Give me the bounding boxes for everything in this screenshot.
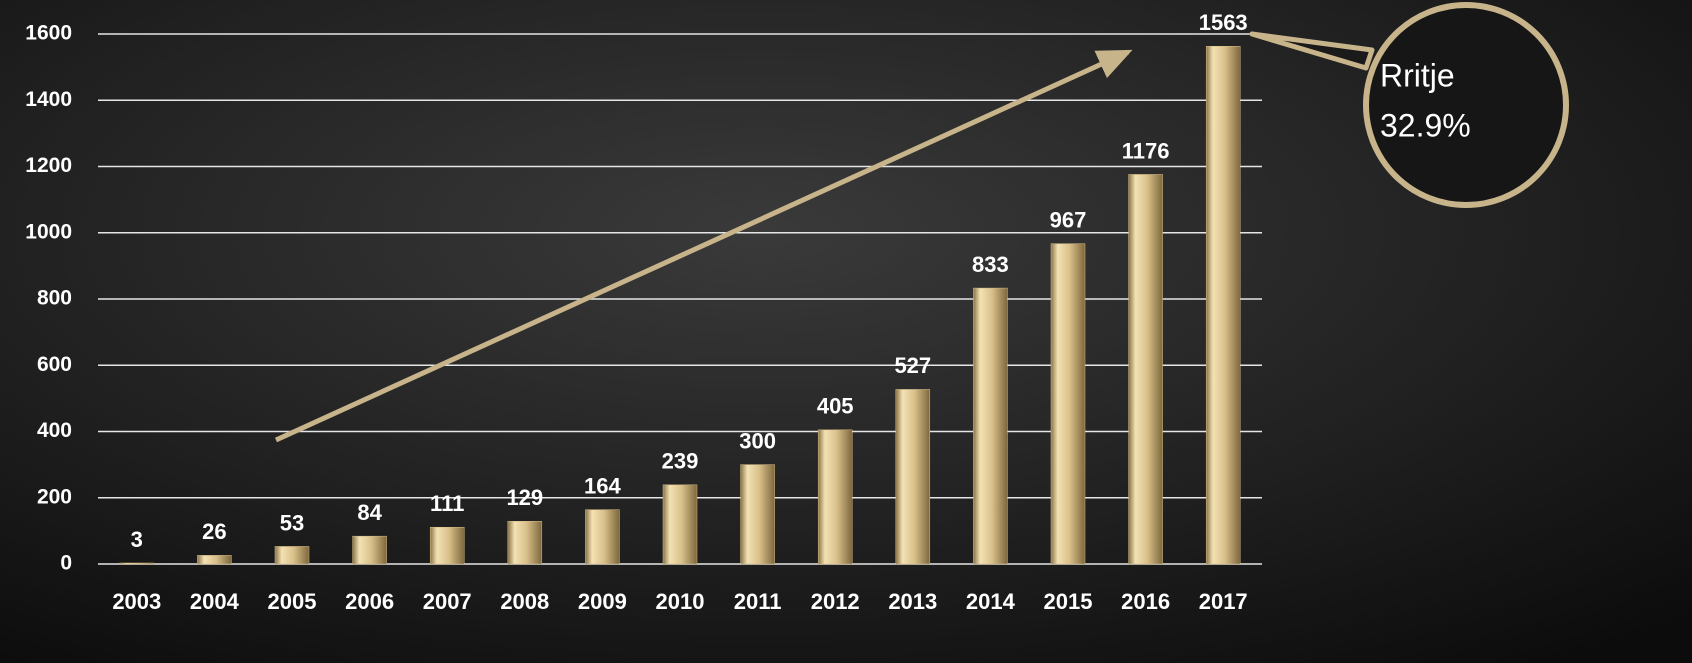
x-tick-label: 2006: [345, 589, 394, 614]
x-tick-label: 2004: [190, 589, 240, 614]
value-label: 405: [817, 394, 854, 419]
x-tick-label: 2010: [656, 589, 705, 614]
value-label: 527: [894, 353, 931, 378]
x-tick-label: 2007: [423, 589, 472, 614]
value-label: 1563: [1199, 10, 1248, 35]
y-tick-label: 1400: [25, 88, 72, 111]
value-label: 967: [1050, 207, 1087, 232]
value-label: 84: [357, 500, 382, 525]
x-tick-label: 2016: [1121, 589, 1170, 614]
value-label: 164: [584, 473, 621, 498]
x-tick-label: 2011: [734, 589, 782, 614]
value-label: 3: [131, 527, 143, 552]
x-tick-label: 2013: [888, 589, 937, 614]
x-tick-label: 2003: [112, 589, 161, 614]
bar: [197, 555, 232, 565]
bar: [1128, 174, 1163, 565]
y-tick-label: 800: [37, 287, 72, 310]
bar: [274, 546, 310, 565]
x-tick-label: 2014: [966, 589, 1016, 614]
y-tick-label: 600: [37, 353, 72, 376]
value-label: 300: [739, 428, 776, 453]
bar: [662, 484, 698, 565]
bar: [1050, 243, 1086, 565]
y-tick-label: 1600: [25, 22, 72, 45]
bar: [895, 389, 931, 565]
value-label: 239: [662, 449, 699, 474]
x-tick-label: 2008: [500, 589, 549, 614]
y-tick-label: 0: [60, 552, 72, 575]
value-label: 129: [506, 485, 543, 510]
x-tick-label: 2015: [1044, 589, 1093, 614]
bar: [507, 521, 543, 565]
callout-circle: [1363, 2, 1569, 208]
bar: [429, 526, 465, 565]
bar: [740, 464, 775, 565]
annotation-value: 32.9%: [1380, 107, 1471, 143]
x-tick-label: 2012: [811, 589, 860, 614]
y-tick-label: 400: [37, 419, 72, 442]
callout-tail: [1249, 31, 1375, 71]
trend-arrow: [274, 49, 1133, 443]
value-label: 1176: [1122, 138, 1170, 163]
value-label: 833: [972, 252, 1009, 277]
y-tick-label: 1000: [25, 220, 72, 243]
bar: [973, 287, 1008, 565]
grid: 0 200 400 600 800 1000 1200 1400 1600: [25, 22, 1262, 575]
value-label: 111: [430, 491, 464, 516]
bar: [817, 429, 853, 565]
x-tick-label: 2005: [268, 589, 317, 614]
bar: [1205, 46, 1241, 565]
x-tick-label: 2009: [578, 589, 627, 614]
x-tick-label: 2017: [1199, 589, 1248, 614]
y-tick-label: 1200: [25, 154, 72, 177]
bar: [119, 562, 155, 565]
y-tick-label: 200: [37, 485, 72, 508]
bars: 2003 3 2004 26 2005 53 2006 84 2007 111 2008 129 200…: [112, 10, 1247, 614]
bar: [585, 509, 620, 565]
value-label: 26: [202, 519, 226, 544]
bar: [352, 535, 387, 565]
value-label: 53: [280, 510, 304, 535]
annotation-label: Rritje: [1380, 57, 1455, 93]
